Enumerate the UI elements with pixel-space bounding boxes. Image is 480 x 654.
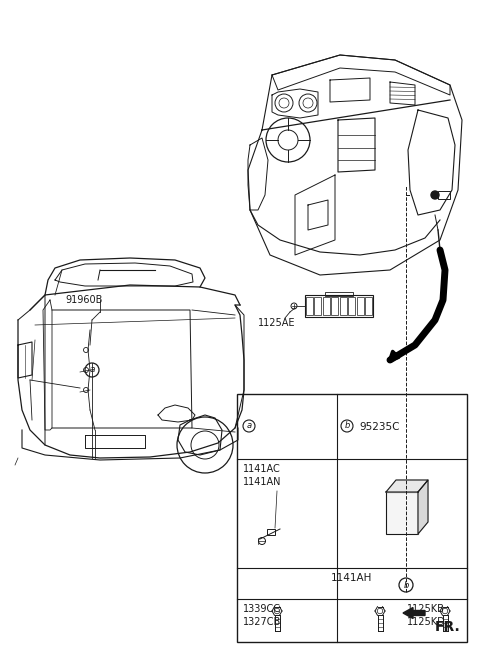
Bar xyxy=(325,292,353,296)
Text: b: b xyxy=(403,581,408,589)
Text: 1125KB
1125KD: 1125KB 1125KD xyxy=(407,604,446,627)
Text: a: a xyxy=(246,421,252,430)
Bar xyxy=(438,191,450,199)
Bar xyxy=(314,297,321,315)
Bar xyxy=(365,297,372,315)
Text: a: a xyxy=(89,366,95,375)
Bar xyxy=(331,297,338,315)
Bar xyxy=(386,492,418,534)
Bar xyxy=(267,529,275,535)
Bar xyxy=(348,297,355,315)
Text: 95235C: 95235C xyxy=(359,422,399,432)
Text: b: b xyxy=(344,421,350,430)
Bar xyxy=(305,295,373,317)
Text: 1141AC
1141AN: 1141AC 1141AN xyxy=(243,464,281,487)
Text: 1339CC
1327CB: 1339CC 1327CB xyxy=(243,604,281,627)
Bar xyxy=(339,297,347,315)
Text: 91960B: 91960B xyxy=(65,295,102,305)
Bar xyxy=(305,297,312,315)
Text: 1125AE: 1125AE xyxy=(258,318,296,328)
Text: 1141AH: 1141AH xyxy=(331,573,372,583)
Text: FR.: FR. xyxy=(435,620,461,634)
Bar xyxy=(323,297,329,315)
FancyArrow shape xyxy=(403,608,425,619)
Polygon shape xyxy=(418,480,428,534)
Bar xyxy=(237,394,467,642)
Bar xyxy=(357,297,363,315)
Polygon shape xyxy=(386,480,428,492)
Circle shape xyxy=(431,191,439,199)
